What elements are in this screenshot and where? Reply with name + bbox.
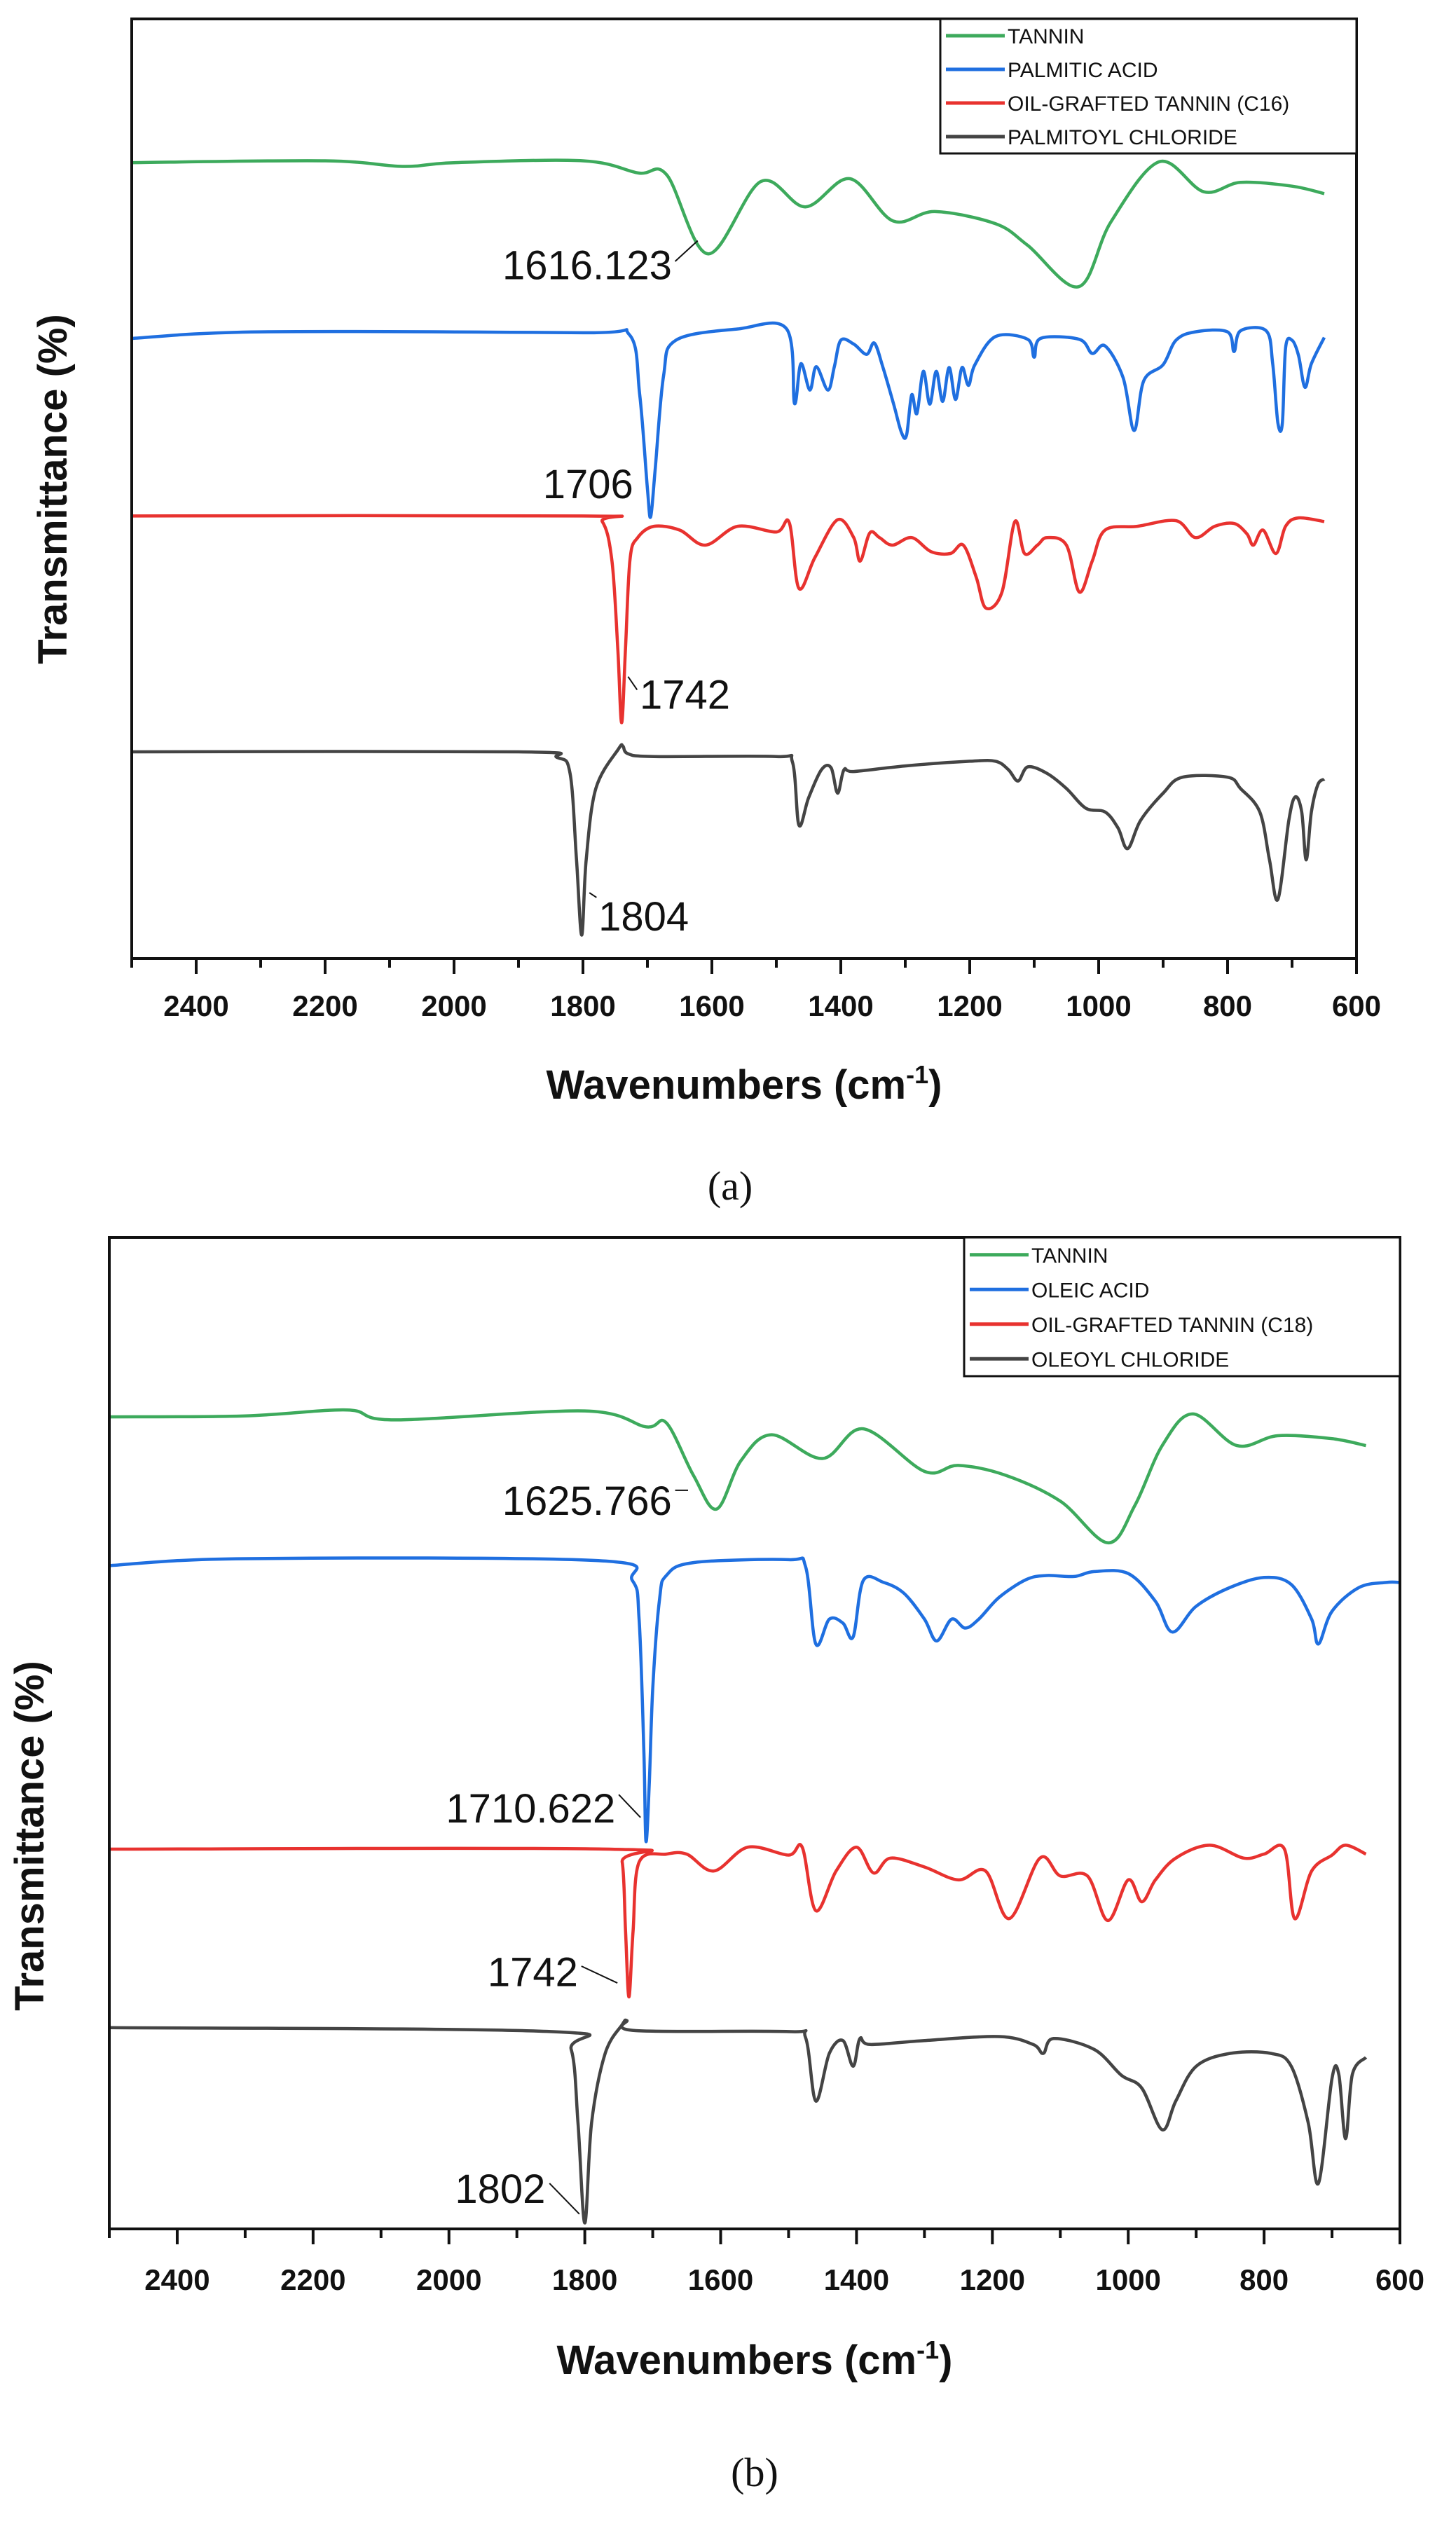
peak-annotation: 1802 — [455, 2167, 545, 2212]
x-tick-label: 1200 — [960, 2263, 1025, 2296]
x-tick-label: 2200 — [280, 2263, 345, 2296]
x-tick-label: 800 — [1203, 989, 1252, 1022]
legend-label: PALMITOYL CHLORIDE — [1008, 126, 1237, 149]
x-axis-label: Wavenumbers (cm-1) — [547, 1060, 942, 1108]
panel-b: 2400 2200 2000 1800 1600 1400 1200 1000 800 600 Wa… — [7, 1236, 1424, 2495]
peak-annotation: 1706 — [543, 462, 633, 507]
panel-caption: (b) — [731, 2450, 778, 2495]
annotation-leader-line — [618, 1794, 641, 1818]
x-tick-label: 600 — [1375, 2263, 1424, 2296]
series-line-oleic-acid — [109, 1556, 1401, 1844]
x-tick-label: 600 — [1332, 989, 1381, 1022]
peak-annotation: 1616.123 — [502, 242, 672, 288]
legend-label: OIL-GRAFTED TANNIN (C16) — [1008, 92, 1289, 116]
legend-label: TANNIN — [1031, 1244, 1108, 1268]
peak-annotation: 1710.622 — [446, 1786, 615, 1832]
x-tick-label: 800 — [1239, 2263, 1289, 2296]
peak-annotation: 1625.766 — [502, 1478, 672, 1524]
x-tick-label: 2200 — [292, 989, 357, 1022]
x-tick-label: 1000 — [1066, 989, 1131, 1022]
x-tick-label: 1400 — [824, 2263, 889, 2296]
x-tick-label: 1800 — [550, 989, 615, 1022]
panel-caption: (a) — [708, 1163, 753, 1209]
legend-label: TANNIN — [1008, 25, 1084, 48]
annotation-leader-line — [581, 1965, 618, 1984]
x-tick-label: 2400 — [144, 2263, 210, 2296]
series-line-palmitic-acid — [131, 321, 1326, 519]
legend-label: OLEOYL CHLORIDE — [1031, 1348, 1229, 1371]
x-axis-label-superscript: -1 — [916, 2335, 939, 2364]
peak-annotation: 1742 — [640, 672, 730, 718]
x-tick-label: 2000 — [416, 2263, 481, 2296]
x-tick-label: 1000 — [1095, 2263, 1160, 2296]
series-line-tannin — [131, 158, 1325, 289]
plot-frame — [108, 1236, 1401, 2230]
annotation-leader-line — [627, 676, 638, 691]
panel-a: 2400 2200 2000 1800 1600 1400 1200 1000 800 600 Wa… — [30, 18, 1381, 1209]
y-axis-label: Transmittance (%) — [7, 1661, 53, 2011]
series-line-palmitoyl-chloride — [131, 743, 1326, 937]
series-line-oleoyl-chloride — [109, 2018, 1368, 2225]
annotation-leader-line — [589, 892, 597, 898]
series-line-oil-grafted-tannin-c16- — [131, 514, 1325, 725]
annotation-leader-line — [674, 240, 699, 262]
plot-frame — [130, 18, 1358, 960]
x-tick-label: 1600 — [679, 989, 744, 1022]
x-axis-label-superscript: -1 — [906, 1060, 928, 1089]
x-tick-label: 2400 — [163, 989, 228, 1022]
legend-label: OLEIC ACID — [1031, 1279, 1149, 1302]
x-axis-label: Wavenumbers (cm-1) — [557, 2335, 953, 2383]
x-tick-label: 2000 — [421, 989, 486, 1022]
legend-box — [939, 18, 1358, 155]
annotation-leader-line — [549, 2183, 580, 2215]
peak-annotation: 1742 — [488, 1949, 578, 1995]
legend-label: OIL-GRAFTED TANNIN (C18) — [1031, 1314, 1313, 1337]
y-axis-label: Transmittance (%) — [30, 314, 76, 664]
series-line-oil-grafted-tannin-c18- — [109, 1843, 1367, 1999]
x-tick-label: 1400 — [808, 989, 873, 1022]
x-tick-label: 1600 — [688, 2263, 753, 2296]
x-tick-label: 1200 — [937, 989, 1002, 1022]
legend-label: PALMITIC ACID — [1008, 59, 1158, 82]
x-axis-label-text: Wavenumbers (cm — [557, 2338, 917, 2383]
peak-annotation: 1804 — [598, 894, 689, 940]
x-tick-label: 1800 — [552, 2263, 617, 2296]
legend-box — [963, 1236, 1401, 1378]
series-line-tannin — [109, 1408, 1366, 1545]
x-axis-label-close: ) — [928, 1062, 942, 1108]
x-axis-label-close: ) — [939, 2338, 952, 2383]
x-axis-label-text: Wavenumbers (cm — [547, 1062, 907, 1108]
